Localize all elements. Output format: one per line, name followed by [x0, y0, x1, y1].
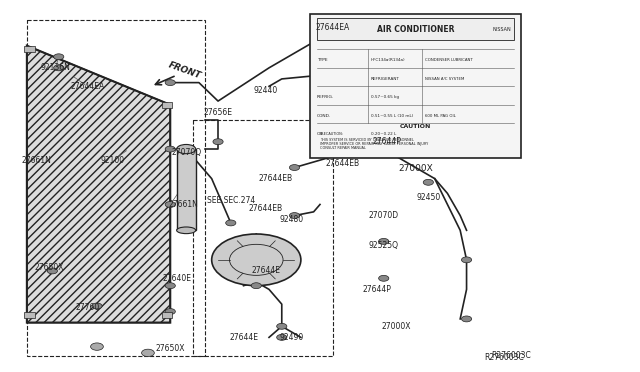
Circle shape [54, 65, 64, 71]
Text: 27070D: 27070D [369, 211, 399, 220]
Text: 92440: 92440 [253, 86, 278, 94]
Text: 27644EB: 27644EB [249, 203, 283, 213]
Text: NISSAN A/C SYSTEM: NISSAN A/C SYSTEM [425, 77, 465, 81]
Text: 0.57~0.65 kg: 0.57~0.65 kg [371, 95, 399, 99]
Text: 27650X: 27650X [35, 263, 64, 272]
Text: SEE SEC.274: SEE SEC.274 [207, 196, 255, 205]
Text: 27661N: 27661N [168, 200, 198, 209]
Circle shape [379, 146, 389, 152]
Bar [162, 312, 172, 318]
Circle shape [379, 238, 389, 244]
Text: 92490: 92490 [279, 333, 303, 342]
Circle shape [276, 334, 287, 340]
Circle shape [461, 316, 472, 322]
Text: 27644E: 27644E [229, 333, 258, 342]
Text: 27644E: 27644E [252, 266, 280, 275]
Text: 92100: 92100 [101, 155, 125, 165]
Text: 27640E: 27640E [162, 274, 191, 283]
FancyBboxPatch shape [310, 14, 521, 158]
Circle shape [360, 128, 370, 134]
Circle shape [289, 164, 300, 170]
Ellipse shape [177, 144, 196, 154]
Circle shape [334, 32, 344, 38]
Text: COND.: COND. [317, 114, 331, 118]
Text: HFC134a(R134a): HFC134a(R134a) [371, 58, 406, 62]
Text: 27000X: 27000X [398, 164, 433, 173]
Text: 27644P: 27644P [363, 285, 392, 294]
Circle shape [165, 80, 175, 86]
Text: OIL: OIL [317, 132, 324, 136]
Text: PRECAUTION:
THIS SYSTEM IS SERVICED BY QUALIFIED PERSONNEL
IMPROPER SERVICE OR R: PRECAUTION: THIS SYSTEM IS SERVICED BY Q… [320, 132, 428, 150]
Text: R276003C: R276003C [492, 351, 531, 360]
Text: AIR CONDITIONER: AIR CONDITIONER [377, 25, 454, 33]
Text: R276003C: R276003C [484, 353, 524, 362]
Text: 27644EA: 27644EA [70, 82, 104, 91]
Circle shape [47, 268, 58, 274]
Text: 27661N: 27661N [22, 155, 51, 165]
Text: REFRIGERANT: REFRIGERANT [371, 77, 400, 81]
Text: TYPE: TYPE [317, 58, 328, 62]
Circle shape [141, 349, 154, 357]
Text: 0.51~0.55 L (10 mL): 0.51~0.55 L (10 mL) [371, 114, 413, 118]
Circle shape [165, 146, 175, 152]
Circle shape [423, 179, 433, 185]
Bar [24, 312, 35, 318]
Circle shape [54, 54, 64, 60]
Text: 92480: 92480 [279, 215, 303, 224]
Ellipse shape [177, 227, 196, 234]
Circle shape [165, 202, 175, 208]
Text: CONDENSER LUBRICANT: CONDENSER LUBRICANT [425, 58, 473, 62]
Circle shape [289, 212, 300, 218]
Circle shape [461, 257, 472, 263]
Bar [162, 102, 172, 108]
Circle shape [165, 283, 175, 289]
Text: 27644P: 27644P [372, 137, 401, 146]
Text: CAUTION: CAUTION [400, 124, 431, 129]
Bar [317, 18, 515, 40]
Text: 92136N: 92136N [40, 63, 70, 72]
Circle shape [212, 234, 301, 286]
Text: 0.20~0.22 L: 0.20~0.22 L [371, 132, 396, 136]
Text: 92525Q: 92525Q [369, 241, 399, 250]
Text: 27070Q: 27070Q [171, 148, 201, 157]
Circle shape [226, 220, 236, 226]
Text: REFRIG.: REFRIG. [317, 95, 334, 99]
Polygon shape [27, 46, 170, 323]
Text: 27644EB: 27644EB [325, 159, 360, 169]
Circle shape [92, 303, 102, 309]
Circle shape [213, 139, 223, 145]
Text: 27644EA: 27644EA [316, 23, 350, 32]
Circle shape [276, 323, 287, 329]
Text: 27650X: 27650X [156, 344, 185, 353]
Text: 27760: 27760 [76, 303, 100, 312]
Text: 27656E: 27656E [204, 108, 232, 117]
Text: NISSAN: NISSAN [492, 26, 511, 32]
Text: 27000X: 27000X [381, 322, 412, 331]
Circle shape [251, 283, 261, 289]
Bar [24, 46, 35, 52]
Circle shape [91, 343, 103, 350]
Text: 27644EB: 27644EB [259, 174, 292, 183]
Text: 600 ML PAG OIL: 600 ML PAG OIL [425, 114, 456, 118]
Text: FRONT: FRONT [167, 61, 202, 81]
Circle shape [379, 275, 389, 281]
Circle shape [165, 309, 175, 314]
Bar [177, 149, 196, 230]
Text: 92450: 92450 [416, 193, 440, 202]
